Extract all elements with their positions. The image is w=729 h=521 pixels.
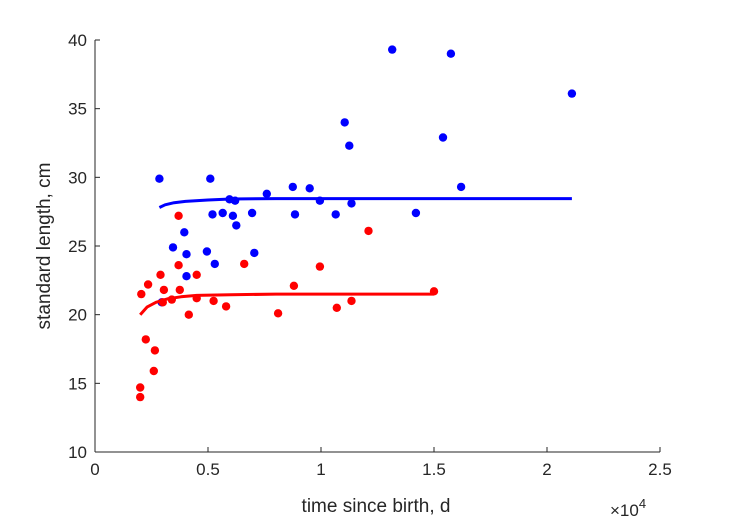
data-point <box>210 259 219 269</box>
y-tick-label: 10 <box>68 443 87 462</box>
data-point <box>137 289 146 299</box>
data-point <box>136 392 145 402</box>
data-point <box>180 228 189 237</box>
x-tick-label: 0.5 <box>196 460 220 479</box>
data-point <box>136 383 145 392</box>
data-point <box>206 174 215 183</box>
y-tick-label: 25 <box>68 237 87 256</box>
data-point <box>192 270 201 279</box>
y-axis-label: standard length, cm <box>34 163 55 330</box>
axes: 0 0.5 1 1.5 2 2.5 10 15 20 25 30 35 40 <box>68 31 672 479</box>
data-point <box>240 259 249 269</box>
y-tick-label: 20 <box>68 306 87 325</box>
data-point <box>289 281 299 290</box>
y-tick-label: 15 <box>68 374 87 393</box>
data-point <box>262 189 271 198</box>
data-point <box>388 45 397 54</box>
data-point <box>143 280 153 289</box>
data-point <box>149 366 158 376</box>
data-point <box>438 133 448 142</box>
data-point <box>182 250 191 259</box>
data-point <box>141 335 150 344</box>
x-axis-label: time since birth, d <box>302 496 451 517</box>
data-point <box>340 118 349 127</box>
data-point <box>411 208 421 218</box>
data-point <box>290 210 300 219</box>
data-point <box>168 243 178 252</box>
data-point <box>221 302 231 311</box>
data-point <box>567 89 577 98</box>
data-point <box>250 248 259 258</box>
data-point <box>347 296 356 306</box>
data-point <box>456 182 466 192</box>
data-point <box>273 309 283 318</box>
data-point <box>150 346 160 355</box>
y-tick-label: 35 <box>68 100 87 119</box>
data-point <box>159 285 169 295</box>
x-axis-multiplier: ×104 <box>610 496 646 520</box>
data-point <box>182 272 191 281</box>
data-point <box>345 141 354 150</box>
data-point <box>332 303 341 312</box>
data-point <box>218 208 227 218</box>
x-tick-label: 1.5 <box>422 460 446 479</box>
data-point <box>202 247 212 256</box>
y-tick-label: 40 <box>68 31 87 50</box>
data-point <box>228 211 238 220</box>
data-point <box>174 211 183 220</box>
data-point <box>208 210 217 219</box>
data-point <box>232 221 241 230</box>
data-point <box>364 226 373 236</box>
data-point <box>184 310 193 319</box>
x-tick-label: 1 <box>316 460 325 479</box>
x-tick-label: 2.5 <box>648 460 672 479</box>
data-point <box>174 261 183 270</box>
x-tick-label: 0 <box>90 460 99 479</box>
x-tick-label: 2 <box>542 460 551 479</box>
data-point <box>288 182 297 192</box>
plot-area <box>136 45 577 402</box>
data-point <box>446 49 456 58</box>
data-point <box>247 208 257 218</box>
data-point <box>209 296 218 306</box>
data-point <box>331 210 340 219</box>
data-point <box>155 174 164 183</box>
data-point <box>305 184 314 193</box>
y-tick-label: 30 <box>68 168 87 187</box>
data-point <box>156 270 165 279</box>
fit-line-2 <box>158 197 572 209</box>
fit-line-3 <box>139 292 434 316</box>
data-point <box>347 199 356 208</box>
data-point <box>175 285 184 295</box>
data-point <box>315 262 325 271</box>
